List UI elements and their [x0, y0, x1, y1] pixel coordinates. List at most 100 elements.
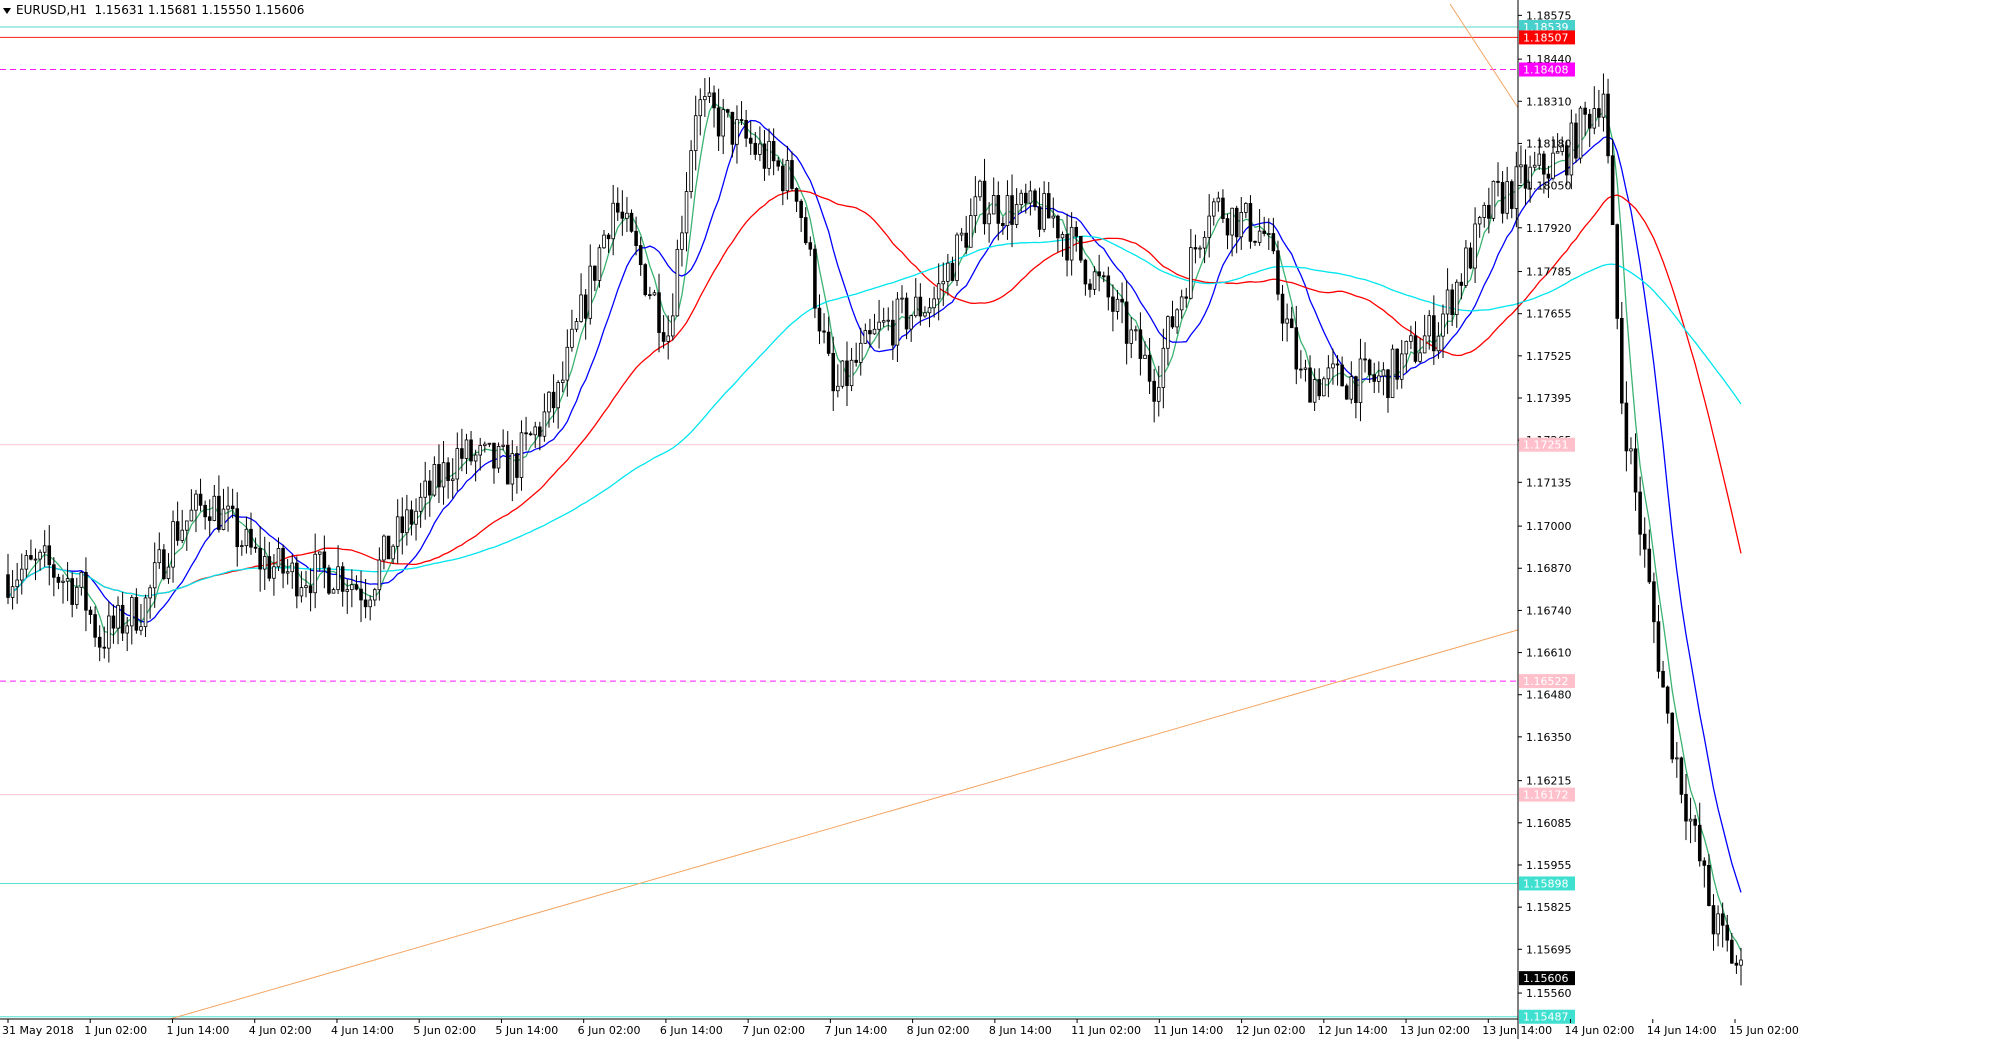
candle-body: [542, 411, 547, 437]
candle-body: [1152, 380, 1156, 402]
candle-body: [858, 342, 863, 363]
candle-body: [744, 119, 748, 139]
candle-body: [615, 202, 620, 213]
candle-body: [799, 200, 803, 218]
candle-body: [1088, 283, 1092, 290]
candle-body: [1642, 533, 1647, 550]
axis-layer: 1.185751.184401.183101.181801.180501.179…: [0, 0, 1799, 1039]
candle-body: [982, 180, 987, 225]
candle-body: [1234, 207, 1239, 238]
candle-body: [1620, 317, 1624, 404]
candle-body: [15, 579, 19, 588]
candle-body: [1143, 354, 1147, 359]
candle-body: [56, 576, 61, 583]
candle-body: [1129, 329, 1134, 344]
candle-body: [556, 382, 560, 409]
candle-body: [428, 480, 432, 496]
candle-body: [1638, 491, 1642, 535]
x-tick-label: 1 Jun 02:00: [84, 1024, 147, 1037]
x-tick-label: 12 Jun 02:00: [1236, 1024, 1306, 1037]
candle-body: [308, 585, 313, 594]
candle-body: [350, 584, 354, 591]
candle-body: [528, 433, 533, 436]
candle-body: [707, 92, 712, 97]
candle-body: [207, 516, 212, 521]
candle-body: [221, 508, 226, 530]
x-tick-label: 8 Jun 02:00: [907, 1024, 970, 1037]
candle-body: [116, 604, 120, 629]
ma-line: [7, 101, 1742, 952]
candle-body: [340, 566, 345, 592]
candle-body: [1592, 108, 1597, 129]
y-tick-label: 1.16350: [1526, 731, 1572, 744]
candle-body: [1106, 275, 1111, 298]
candle-body: [1450, 289, 1454, 316]
candle-body: [703, 96, 707, 101]
candle-body: [1725, 924, 1730, 941]
price-tag-label: 1.17251: [1523, 439, 1569, 452]
indicator-lines-layer: [0, 3, 1742, 1020]
candle-body: [61, 580, 65, 583]
x-tick-label: 7 Jun 02:00: [742, 1024, 805, 1037]
candle-body: [244, 528, 249, 547]
candle-body: [620, 211, 625, 219]
candle-body: [1010, 195, 1014, 225]
y-tick-label: 1.17920: [1526, 222, 1572, 235]
x-tick-label: 8 Jun 14:00: [989, 1024, 1052, 1037]
candle-body: [515, 453, 519, 478]
x-tick-label: 7 Jun 14:00: [824, 1024, 887, 1037]
candle-body: [1670, 712, 1675, 760]
candle-body: [547, 391, 551, 413]
candle-body: [262, 556, 267, 570]
candle-body: [166, 566, 171, 579]
candle-body: [189, 509, 194, 522]
candle-body: [1083, 259, 1088, 285]
candle-body: [423, 480, 427, 498]
price-tag-label: 1.18507: [1523, 31, 1569, 44]
candle-body: [395, 516, 400, 547]
candle-body: [932, 298, 936, 309]
candle-body: [1693, 818, 1697, 826]
candle-body: [964, 232, 968, 248]
candle-body: [1358, 358, 1363, 403]
price-tag-box: [1519, 787, 1575, 802]
price-tag-box: [1519, 876, 1575, 891]
candle-body: [304, 585, 308, 588]
candle-body: [941, 280, 946, 285]
candle-body: [1115, 298, 1120, 312]
candle-body: [602, 234, 606, 249]
candle-body: [317, 551, 322, 555]
candle-body: [913, 296, 918, 317]
y-tick-label: 1.17000: [1526, 520, 1572, 533]
y-tick-label: 1.18575: [1526, 9, 1572, 22]
candle-body: [831, 352, 836, 392]
candle-body: [1276, 250, 1280, 295]
symbol-header[interactable]: EURUSD,H1 1.15631 1.15681 1.15550 1.1560…: [3, 3, 304, 17]
candle-body: [217, 495, 221, 530]
candle-body: [134, 597, 139, 631]
candle-body: [1459, 281, 1464, 286]
candle-body: [331, 589, 336, 594]
dropdown-triangle-icon[interactable]: [3, 7, 11, 14]
candle-body: [1079, 235, 1083, 261]
candle-body: [152, 562, 157, 589]
candle-body: [1537, 153, 1542, 166]
candle-body: [38, 551, 42, 560]
candle-body: [1092, 271, 1097, 290]
candle-body: [1436, 335, 1441, 352]
candle-body: [1101, 275, 1106, 278]
candle-body: [295, 562, 299, 597]
candle-body: [987, 213, 991, 225]
candle-body: [473, 454, 478, 462]
price-tag-box: [1519, 674, 1575, 689]
candle-body: [909, 315, 913, 330]
candle-body: [1244, 203, 1248, 213]
candle-body: [1322, 378, 1326, 397]
candle-body: [1615, 224, 1619, 319]
candle-body: [1377, 375, 1381, 382]
candle-body: [1560, 145, 1564, 152]
candle-body: [611, 202, 615, 240]
candle-body: [336, 566, 340, 591]
